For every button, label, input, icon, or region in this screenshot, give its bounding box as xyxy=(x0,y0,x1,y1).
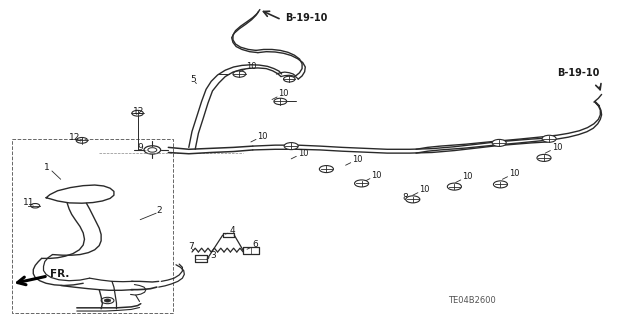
Text: 10: 10 xyxy=(278,89,289,98)
Text: 4: 4 xyxy=(229,226,235,235)
Text: 10: 10 xyxy=(371,171,381,180)
Text: 10: 10 xyxy=(419,185,429,194)
Text: TE04B2600: TE04B2600 xyxy=(448,296,496,305)
Circle shape xyxy=(132,110,143,116)
Circle shape xyxy=(492,139,506,146)
Circle shape xyxy=(284,143,298,150)
Text: B-19-10: B-19-10 xyxy=(557,68,599,78)
Circle shape xyxy=(31,204,40,208)
Text: 11: 11 xyxy=(23,198,35,207)
Text: 7: 7 xyxy=(188,242,194,251)
Text: 10: 10 xyxy=(246,62,257,70)
Text: B-19-10: B-19-10 xyxy=(285,12,327,23)
Text: 9: 9 xyxy=(138,143,143,152)
Text: 10: 10 xyxy=(552,143,562,152)
Text: 6: 6 xyxy=(252,241,258,249)
Circle shape xyxy=(406,196,420,203)
Circle shape xyxy=(76,137,88,143)
Circle shape xyxy=(542,135,556,142)
Circle shape xyxy=(284,76,295,82)
Circle shape xyxy=(447,183,461,190)
Circle shape xyxy=(355,180,369,187)
Text: 5: 5 xyxy=(191,75,196,84)
Text: 12: 12 xyxy=(133,107,145,115)
Text: 12: 12 xyxy=(69,133,81,142)
Text: 10: 10 xyxy=(257,132,268,141)
Text: FR.: FR. xyxy=(50,269,69,279)
Circle shape xyxy=(319,166,333,173)
Text: 10: 10 xyxy=(298,149,308,158)
Circle shape xyxy=(493,181,508,188)
Text: 8: 8 xyxy=(402,193,408,202)
Text: 1: 1 xyxy=(44,163,49,172)
Circle shape xyxy=(233,71,246,77)
Text: 10: 10 xyxy=(352,155,362,164)
Circle shape xyxy=(537,154,551,161)
Text: 3: 3 xyxy=(210,251,216,260)
Circle shape xyxy=(274,98,287,105)
Text: 10: 10 xyxy=(462,172,472,181)
Text: 2: 2 xyxy=(157,206,163,215)
Circle shape xyxy=(104,299,111,302)
Text: 10: 10 xyxy=(509,169,519,178)
